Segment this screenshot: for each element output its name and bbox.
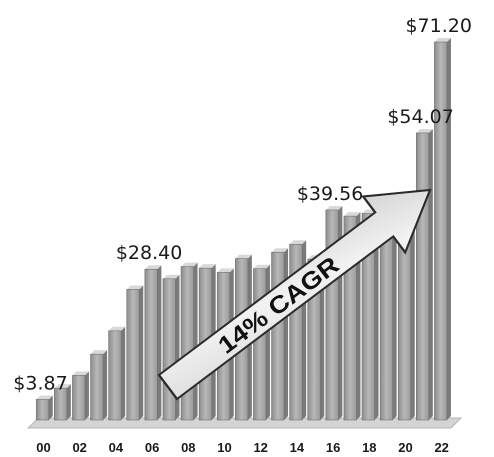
data-label: $71.20 bbox=[405, 15, 471, 37]
x-tick-label: 02 bbox=[72, 440, 86, 455]
bar-front bbox=[416, 132, 430, 421]
bar-side bbox=[392, 216, 397, 420]
bar-front bbox=[90, 353, 104, 421]
bar-01 bbox=[54, 384, 71, 421]
bar-side bbox=[320, 255, 325, 420]
x-tick-label: 14 bbox=[290, 440, 305, 455]
bar-12 bbox=[253, 264, 270, 421]
bar-top bbox=[434, 38, 451, 42]
bar-top bbox=[343, 212, 361, 217]
bar-side bbox=[193, 262, 198, 420]
bar-05 bbox=[126, 285, 144, 421]
bar-top bbox=[235, 254, 252, 259]
x-tick-label: 12 bbox=[253, 440, 267, 455]
bar-side bbox=[446, 38, 451, 420]
bar-21 bbox=[416, 128, 433, 421]
cagr-arrow-shape bbox=[157, 188, 432, 401]
bar-front bbox=[271, 251, 285, 421]
bar-04 bbox=[108, 326, 126, 421]
bar-side bbox=[284, 248, 289, 420]
bar-06 bbox=[144, 265, 162, 421]
bar-13 bbox=[271, 248, 289, 421]
bar-front bbox=[35, 399, 50, 421]
x-tick-label: 20 bbox=[398, 440, 412, 455]
bar-front bbox=[434, 41, 448, 421]
bar-front bbox=[162, 278, 176, 421]
bar-top bbox=[253, 264, 270, 269]
bar-side bbox=[265, 264, 270, 420]
bar-top bbox=[199, 264, 216, 269]
x-tick-label: 22 bbox=[434, 440, 448, 455]
bar-front bbox=[379, 220, 393, 421]
bar-top bbox=[162, 274, 180, 279]
bar-front bbox=[253, 268, 267, 421]
bar-front bbox=[72, 375, 86, 421]
bar-03 bbox=[90, 350, 108, 421]
data-label: $39.56 bbox=[297, 183, 363, 205]
bar-side bbox=[121, 326, 126, 420]
chart-floor bbox=[27, 417, 463, 429]
bar-top bbox=[54, 384, 71, 389]
bar-side bbox=[374, 209, 379, 420]
bar-top bbox=[108, 326, 126, 331]
bar-top bbox=[416, 128, 433, 133]
chart-floor-plane bbox=[27, 417, 463, 429]
bar-side bbox=[84, 371, 89, 420]
data-label: $54.07 bbox=[387, 106, 453, 128]
x-tick-label: 10 bbox=[217, 440, 231, 455]
x-tick-label: 16 bbox=[326, 440, 340, 455]
bar-front bbox=[126, 289, 140, 421]
bar-08 bbox=[180, 262, 198, 421]
bar-side bbox=[410, 211, 415, 420]
bar-top bbox=[181, 262, 198, 267]
bar-top bbox=[271, 248, 289, 253]
bar-19 bbox=[379, 216, 397, 421]
bar-side bbox=[66, 384, 71, 420]
bar-22 bbox=[434, 38, 451, 421]
bar-side bbox=[139, 285, 144, 420]
bar-top bbox=[325, 205, 343, 210]
bar-front bbox=[144, 268, 158, 421]
bars-group bbox=[35, 38, 451, 421]
bar-front bbox=[180, 266, 194, 421]
x-tick-label: 06 bbox=[145, 440, 159, 455]
bar-top bbox=[72, 371, 89, 376]
bar-00 bbox=[35, 395, 53, 421]
x-tick-label: 00 bbox=[36, 440, 50, 455]
bar-top bbox=[126, 285, 144, 290]
bar-top bbox=[217, 268, 234, 273]
data-label: $3.87 bbox=[13, 372, 67, 394]
bar-top bbox=[289, 240, 307, 245]
x-tick-label: 08 bbox=[181, 440, 195, 455]
data-label: $28.40 bbox=[116, 242, 182, 264]
bar-side bbox=[48, 395, 53, 420]
bar-top bbox=[36, 395, 53, 400]
bar-side bbox=[428, 128, 433, 420]
x-tick-label: 18 bbox=[362, 440, 376, 455]
bar-front bbox=[54, 387, 68, 421]
data-labels: $3.87 $28.40 $39.56 $54.07 $71.20 bbox=[13, 15, 472, 394]
bar-02 bbox=[72, 371, 89, 421]
bar-side bbox=[157, 265, 162, 420]
bar-top bbox=[144, 265, 162, 270]
x-tick-label: 04 bbox=[109, 440, 124, 455]
bar-top bbox=[90, 350, 108, 355]
x-tick-labels: 00 02 04 06 08 10 12 14 16 18 20 22 bbox=[36, 440, 449, 455]
bar-side bbox=[103, 350, 108, 420]
bar-front bbox=[361, 213, 375, 421]
bar-front bbox=[108, 330, 122, 421]
